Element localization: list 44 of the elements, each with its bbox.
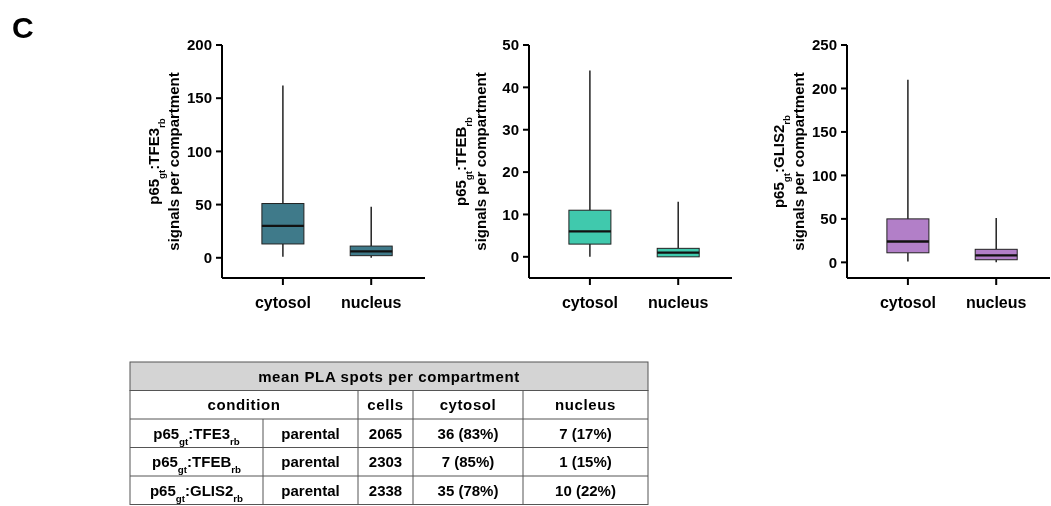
y-tick-label: 50 xyxy=(820,210,837,228)
text: nucleus xyxy=(555,396,616,413)
y-tick-label: 100 xyxy=(811,166,837,184)
text: C xyxy=(12,11,34,44)
y-tick-label: 50 xyxy=(195,195,212,213)
x-tick-label: nucleus xyxy=(965,294,1027,311)
y-tick-label: 20 xyxy=(502,163,519,181)
x-tick-label: cytosol xyxy=(561,294,618,311)
data-label: 1 (15%) xyxy=(559,453,612,470)
y-tick-label: 0 xyxy=(510,248,519,266)
data-label: parental xyxy=(281,481,340,499)
y-tick-label: 250 xyxy=(811,36,837,54)
y-tick-label: 0 xyxy=(203,249,212,267)
series-label: cells xyxy=(367,396,404,413)
text: cytosol xyxy=(439,396,497,413)
y-tick-label: 200 xyxy=(811,79,837,97)
data-label: 7 (85%) xyxy=(441,453,495,470)
data-label: 2303 xyxy=(368,453,403,470)
data-label: 2338 xyxy=(368,481,403,499)
y-tick-label: 10 xyxy=(502,205,519,223)
category-label: p65$_{gt}$:GLIS2$_{rb}$ xyxy=(149,481,244,503)
data-label: 36 (83%) xyxy=(437,424,499,442)
data-label: 35 (78%) xyxy=(437,481,499,499)
y-tick-label: 100 xyxy=(186,142,212,160)
data-label: 2065 xyxy=(368,424,403,442)
data-label: 7 (17%) xyxy=(559,424,612,442)
data-label: 10 (22%) xyxy=(555,481,616,499)
x-tick-label: cytosol xyxy=(254,294,311,311)
y-tick-label: 200 xyxy=(186,36,212,54)
y-tick-label: 150 xyxy=(186,89,212,107)
category-label: p65$_{gt}$:TFE3$_{rb}$ xyxy=(153,424,240,446)
y-tick-label: 30 xyxy=(502,120,519,138)
x-tick-label: cytosol xyxy=(879,294,936,311)
y-tick-label: 150 xyxy=(811,123,837,141)
x-tick-label: nucleus xyxy=(340,294,402,311)
x-tick-label: nucleus xyxy=(647,294,709,311)
text: mean PLA spots per compartment xyxy=(258,367,520,385)
text: condition xyxy=(207,396,281,413)
y-tick-label: 50 xyxy=(502,36,519,54)
data-label: parental xyxy=(281,424,340,442)
data-label: parental xyxy=(281,453,340,470)
category-label: p65$_{gt}$:TFEB$_{rb}$ xyxy=(152,453,242,475)
y-tick-label: 40 xyxy=(502,78,519,96)
y-tick-label: 0 xyxy=(828,253,837,271)
